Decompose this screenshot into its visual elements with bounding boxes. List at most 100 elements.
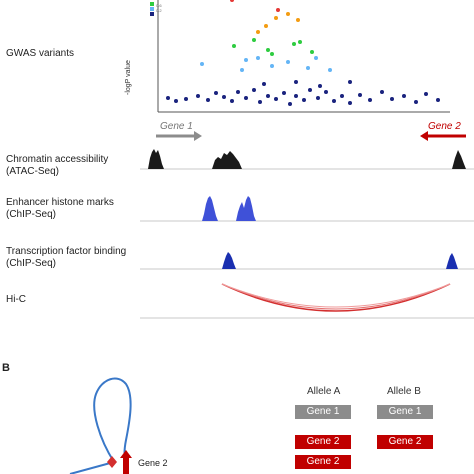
track-label-line: (ChIP-Seq) [6, 209, 57, 220]
tf-chip-track [140, 252, 474, 270]
gwas-point [262, 82, 266, 86]
gwas-point [258, 100, 262, 104]
gwas-point [368, 98, 372, 102]
gwas-point [324, 90, 328, 94]
gwas-point [196, 94, 200, 98]
gwas-point [276, 8, 280, 12]
track-label-line: Transcription factor binding [6, 246, 127, 257]
track-label-histone: Enhancer histone marks (ChIP-Seq) [6, 197, 114, 221]
gene1-arrow-icon [156, 131, 202, 141]
histone-chip-track [140, 196, 474, 222]
gwas-point [294, 94, 298, 98]
gwas-scatter-plot: -logP value 0.6 0.2 [125, 0, 450, 113]
gwas-point [206, 98, 210, 102]
gwas-point [282, 91, 286, 95]
gwas-point [328, 68, 332, 72]
gene1-label: Gene 1 [160, 121, 193, 132]
track-label-line: Hi-C [6, 294, 26, 305]
gwas-point [214, 91, 218, 95]
atac-peak [148, 149, 164, 169]
gwas-point [244, 96, 248, 100]
gwas-point [252, 38, 256, 42]
legend-swatch-dark-blue [150, 12, 154, 16]
gwas-point [288, 102, 292, 106]
gwas-point [316, 96, 320, 100]
gwas-point [340, 94, 344, 98]
histone-peak [202, 196, 218, 221]
gwas-point [380, 90, 384, 94]
track-label-line: (ChIP-Seq) [6, 258, 57, 269]
gwas-point [256, 56, 260, 60]
gwas-point [286, 60, 290, 64]
atac-peak [212, 151, 242, 169]
gwas-point [264, 24, 268, 28]
tf-peak [446, 253, 458, 269]
track-label-tf: Transcription factor binding (ChIP-Seq) [6, 246, 126, 270]
enhancer-diamond-icon [107, 456, 117, 468]
dna-strand [69, 461, 115, 474]
gwas-point [174, 99, 178, 103]
gwas-point [166, 96, 170, 100]
gwas-point [348, 101, 352, 105]
gwas-point [222, 95, 226, 99]
hic-arc [221, 283, 451, 310]
gwas-point [274, 97, 278, 101]
allele-a-gene2-box: Gene 2 [295, 435, 351, 449]
hic-track [140, 283, 474, 319]
gwas-point [296, 18, 300, 22]
gwas-point [332, 99, 336, 103]
atac-peak [452, 150, 466, 169]
gwas-point [298, 40, 302, 44]
gwas-point [270, 52, 274, 56]
allele-a-header: Allele A [307, 386, 341, 397]
track-label-line: Chromatin accessibility [6, 154, 109, 165]
track-label-line: (ATAC-Seq) [6, 166, 59, 177]
allele-a-gene2-box: Gene 2 [295, 455, 351, 469]
gwas-point [294, 80, 298, 84]
gwas-point [230, 99, 234, 103]
gwas-point [200, 62, 204, 66]
allele-a-gene1-box: Gene 1 [295, 405, 351, 419]
loop-gene2-label: Gene 2 [138, 458, 168, 468]
gwas-point [292, 42, 296, 46]
legend-value: 0.6 [156, 3, 162, 8]
gwas-point [436, 98, 440, 102]
gwas-point [348, 80, 352, 84]
gwas-point [424, 92, 428, 96]
gwas-point [306, 66, 310, 70]
gwas-point [318, 84, 322, 88]
dna-loop [93, 377, 132, 465]
gwas-point [270, 64, 274, 68]
gwas-point [286, 12, 290, 16]
allele-b-gene1-box: Gene 1 [377, 405, 433, 419]
gwas-point [230, 0, 234, 2]
legend-swatch-light-blue [150, 7, 154, 11]
gene2-arrow-icon [420, 131, 466, 141]
gwas-point [266, 48, 270, 52]
track-label-atac: Chromatin accessibility (ATAC-Seq) [6, 154, 108, 178]
gwas-variants-label: GWAS variants [6, 48, 74, 59]
gwas-point [184, 97, 188, 101]
gwas-point [232, 44, 236, 48]
chromatin-loop-diagram: Gene 2 [69, 377, 168, 474]
legend-value: 0.2 [156, 8, 162, 13]
tf-peak [222, 252, 236, 269]
hic-arc [221, 283, 451, 312]
panel-letter-b: B [2, 362, 10, 374]
gwas-point [358, 93, 362, 97]
gwas-point [244, 58, 248, 62]
gene2-label: Gene 2 [428, 121, 461, 132]
gwas-point [390, 97, 394, 101]
gwas-point [308, 88, 312, 92]
track-label-line: Enhancer histone marks [6, 197, 114, 208]
gwas-point [240, 68, 244, 72]
gwas-point [266, 94, 270, 98]
gwas-points [166, 0, 440, 106]
y-axis-label: -logP value [125, 60, 132, 95]
gene2-arrow-up-icon [120, 450, 132, 474]
gwas-point [310, 50, 314, 54]
gwas-point [252, 88, 256, 92]
legend-swatch-green [150, 2, 154, 6]
gwas-point [402, 94, 406, 98]
gwas-point [256, 30, 260, 34]
